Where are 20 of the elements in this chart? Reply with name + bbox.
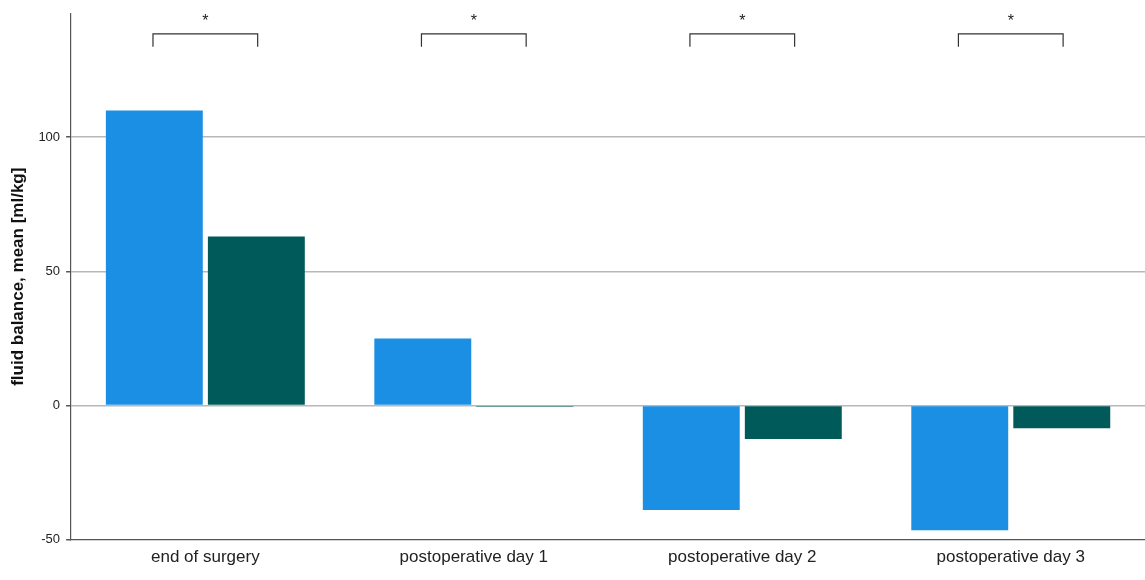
x-tick-label: postoperative day 1 [399,547,548,567]
x-tick-label: postoperative day 2 [668,547,817,567]
x-tick-label: postoperative day 3 [936,547,1085,567]
bar [642,406,740,511]
y-tick-label: 100 [38,128,61,144]
y-axis-title: fluid balance, mean [ml/kg] [7,167,27,386]
y-tick-label: 50 [45,262,61,278]
bar [1013,406,1111,429]
bar [374,338,472,405]
bar [105,110,203,405]
y-tick-label: 0 [52,397,61,413]
annotation: * [1007,12,1014,30]
bar [207,236,305,405]
x-tick-label: end of surgery [150,547,261,567]
annotation: * [739,12,746,30]
y-tick-label: -50 [41,531,61,547]
bar [911,406,1009,531]
annotation: * [202,12,209,30]
annotation: * [470,12,477,30]
bar [744,406,842,439]
